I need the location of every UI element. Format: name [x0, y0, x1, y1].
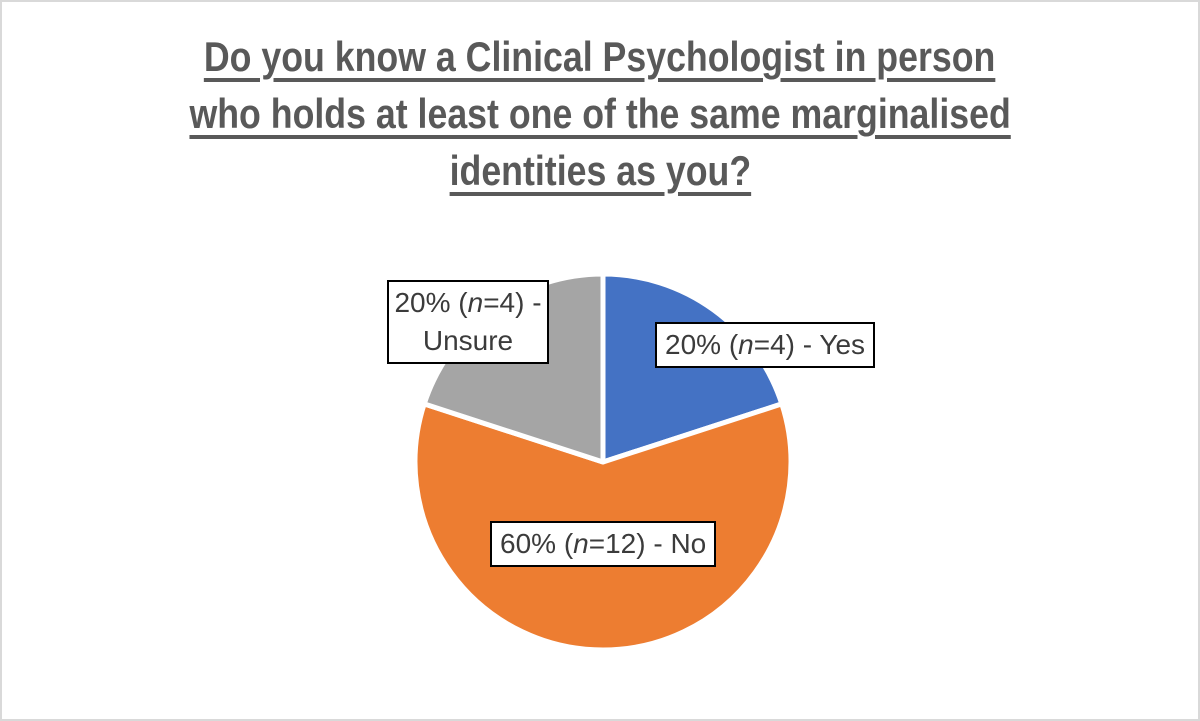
chart-title-line: Do you know a Clinical Psychologist in p… — [2, 28, 1198, 85]
data-label-yes: 20% (n=4) - Yes — [655, 322, 876, 368]
data-label-unsure: 20% (n=4) - Unsure — [387, 280, 549, 364]
pie-slice-yes — [600, 271, 785, 465]
chart-title-line-text: who holds at least one of the same margi… — [189, 90, 1011, 137]
chart-title-line-text: Do you know a Clinical Psychologist in p… — [204, 33, 996, 80]
data-label-no: 60% (n=12) - No — [490, 521, 717, 567]
chart-title-line-text: identities as you? — [449, 147, 751, 194]
chart-title-line: who holds at least one of the same margi… — [2, 85, 1198, 142]
chart-title: Do you know a Clinical Psychologist in p… — [2, 28, 1198, 199]
chart-title-line: identities as you? — [2, 142, 1198, 199]
